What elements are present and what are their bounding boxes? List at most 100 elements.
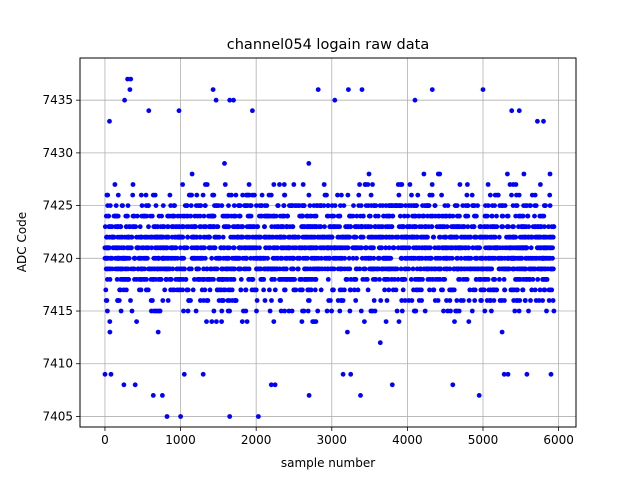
data-point (469, 192, 475, 198)
data-point (280, 245, 286, 251)
data-point (128, 298, 133, 303)
data-point (315, 87, 321, 92)
data-point (238, 287, 244, 293)
data-point (163, 277, 169, 282)
data-point (415, 255, 421, 261)
data-point (392, 277, 397, 282)
data-point (360, 213, 366, 219)
data-point (219, 308, 225, 314)
data-point (340, 371, 346, 377)
data-point (121, 287, 127, 293)
data-point (230, 255, 235, 261)
data-point (340, 234, 345, 240)
data-point (465, 224, 471, 230)
data-point (118, 266, 123, 272)
data-point (278, 224, 284, 230)
data-point (219, 266, 225, 272)
data-point (191, 245, 197, 251)
data-point (496, 234, 502, 240)
x-tick-label: 5000 (468, 433, 499, 447)
data-point (335, 192, 340, 198)
data-point (209, 255, 215, 261)
data-point (160, 298, 166, 303)
data-point (332, 203, 338, 209)
data-point (361, 266, 367, 272)
data-point (358, 308, 364, 314)
data-point (514, 192, 519, 198)
data-point (306, 161, 312, 166)
data-point (485, 182, 491, 187)
data-point (427, 245, 433, 251)
data-point (254, 308, 259, 314)
data-point (274, 266, 279, 272)
data-point (441, 224, 446, 230)
data-point (175, 234, 181, 240)
data-point (122, 266, 128, 272)
data-point (364, 277, 370, 282)
data-point (524, 255, 529, 261)
data-point (521, 171, 527, 177)
data-point (505, 213, 511, 219)
data-point (378, 245, 384, 251)
data-point (236, 266, 242, 272)
data-point (223, 266, 229, 272)
data-point (267, 308, 273, 314)
y-tick-label: 7435 (42, 93, 73, 107)
data-point (335, 245, 340, 251)
data-point (395, 234, 401, 240)
data-point (410, 213, 415, 219)
data-point (271, 182, 277, 187)
data-point (250, 277, 256, 282)
data-point (404, 234, 409, 240)
data-point (365, 182, 371, 187)
data-point (326, 245, 332, 251)
data-point (522, 298, 528, 303)
data-point (176, 108, 182, 114)
data-point (322, 224, 327, 230)
data-point (528, 298, 533, 303)
data-point (471, 224, 477, 230)
data-point (543, 203, 548, 209)
data-point (341, 203, 347, 209)
data-point (201, 213, 207, 219)
data-point (386, 213, 392, 219)
data-point (365, 287, 371, 293)
data-point (541, 118, 546, 124)
data-point (211, 308, 217, 314)
data-point (241, 245, 247, 251)
data-point (328, 266, 334, 272)
data-point (167, 192, 173, 198)
data-point (359, 255, 365, 261)
data-point (150, 393, 156, 398)
data-point (128, 234, 134, 240)
data-point (347, 266, 353, 272)
data-point (194, 192, 200, 198)
data-point (272, 382, 278, 388)
data-point (335, 234, 341, 240)
data-point (497, 203, 503, 209)
data-point (335, 298, 341, 303)
data-point (301, 308, 307, 314)
data-point (505, 171, 510, 177)
data-point (185, 234, 191, 240)
data-point (419, 224, 425, 230)
data-point (128, 76, 134, 82)
data-point (185, 308, 191, 314)
data-point (311, 224, 317, 230)
data-point (149, 245, 155, 251)
data-point (398, 266, 404, 272)
data-point (207, 287, 213, 293)
data-point (318, 287, 324, 293)
data-point (318, 203, 324, 209)
data-point (389, 382, 395, 388)
data-point (295, 266, 301, 272)
data-point (104, 234, 109, 240)
data-point (427, 255, 433, 261)
data-point (346, 87, 351, 92)
data-point (480, 87, 486, 92)
data-point (127, 87, 133, 92)
data-point (490, 224, 495, 230)
data-point (480, 234, 486, 240)
data-point (211, 277, 216, 282)
data-point (459, 234, 464, 240)
